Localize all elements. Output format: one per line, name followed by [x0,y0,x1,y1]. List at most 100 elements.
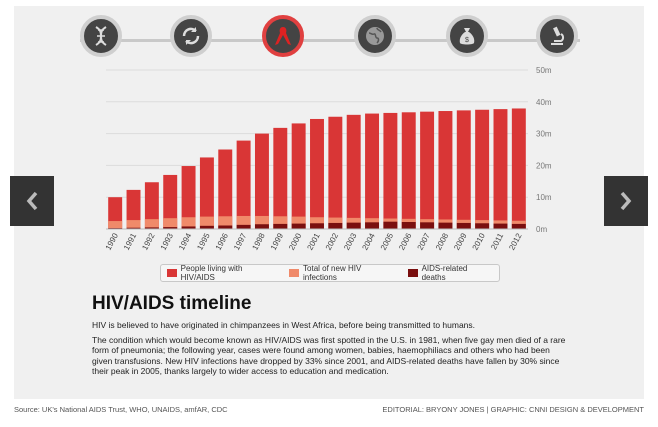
legend-swatch [167,269,177,277]
x-tick-label: 1998 [250,231,267,251]
bar-new-infections [181,217,196,229]
bar-people-living [475,109,490,229]
x-tick-label: 1993 [159,231,176,251]
bar-people-living [365,113,380,229]
legend-item: People living with HIV/AIDS [167,264,275,282]
bar-people-living [199,157,214,229]
bar-people-living [254,133,269,229]
bar-new-infections [163,218,178,229]
dna-icon[interactable] [80,15,122,57]
bar-new-infections [108,221,123,229]
bar-people-living [126,189,141,229]
bar-people-living [328,116,343,229]
bar-deaths [383,221,398,229]
bar-deaths [199,225,214,229]
previous-button[interactable] [10,176,54,226]
y-tick-label: 50m [536,66,552,75]
bar-deaths [328,222,343,229]
ribbon-icon[interactable] [262,15,304,57]
bar-deaths [475,223,490,229]
legend-label: People living with HIV/AIDS [180,264,243,282]
legend-label: AIDS-related deaths [421,264,468,282]
bar-deaths [456,222,471,229]
x-tick-label: 2001 [305,231,322,251]
x-tick-label: 1991 [122,231,139,251]
x-tick-label: 2009 [452,231,469,251]
bar-people-living [218,149,233,229]
x-tick-label: 2000 [287,231,304,251]
bar-people-living [291,123,306,229]
x-tick-label: 2008 [434,231,451,251]
timeline-track [80,39,580,42]
bar-people-living [236,140,251,229]
bar-deaths [181,226,196,229]
y-tick-label: 40m [536,98,552,107]
chevron-right-icon [620,191,632,211]
legend-swatch [289,269,300,277]
bar-people-living [163,174,178,229]
bar-people-living [401,112,416,229]
source-credit: Source: UK's National AIDS Trust, WHO, U… [14,405,228,414]
bar-deaths [291,223,306,229]
bar-deaths [401,222,416,229]
chevron-left-icon [26,191,38,211]
bar-deaths [493,223,508,229]
x-tick-label: 2006 [397,231,414,251]
bar-new-infections [144,219,159,229]
legend-swatch [407,269,418,277]
legend-item: AIDS-related deaths [407,264,491,282]
bar-people-living [181,166,196,229]
bar-people-living [383,112,398,229]
money-bag-icon[interactable]: $ [446,15,488,57]
bar-deaths [438,222,453,229]
bar-deaths [346,222,361,229]
x-tick-label: 1997 [232,231,249,251]
bar-deaths [144,227,159,229]
y-tick-label: 10m [536,193,552,202]
y-tick-label: 30m [536,130,552,139]
x-tick-label: 2007 [416,231,433,251]
article-body: The condition which would become known a… [92,335,566,377]
y-tick-label: 0m [536,225,547,234]
refresh-icon[interactable] [170,15,212,57]
next-button[interactable] [604,176,648,226]
article-intro: HIV is believed to have originated in ch… [92,320,476,330]
x-tick-label: 2002 [324,231,341,251]
bar-people-living [511,108,526,229]
bar-people-living [346,114,361,229]
bar-deaths [420,222,435,229]
editorial-credit: EDITORIAL: BRYONY JONES | GRAPHIC: CNNI … [382,405,644,414]
bar-deaths [310,223,324,229]
x-tick-label: 1995 [195,231,212,251]
svg-text:$: $ [465,37,469,44]
bar-deaths [126,227,141,229]
bar-people-living [456,110,471,229]
microscope-icon[interactable] [536,15,578,57]
bar-deaths [236,224,251,229]
x-tick-label: 1999 [269,231,286,251]
x-tick-label: 2003 [342,231,359,251]
bar-people-living [493,109,508,229]
bar-people-living [420,111,435,229]
x-tick-label: 2005 [379,231,396,251]
bar-people-living [310,118,324,229]
bar-deaths [365,222,380,229]
legend-label: Total of new HIV infections [303,264,362,282]
x-tick-label: 1994 [177,231,194,251]
globe-icon[interactable] [354,15,396,57]
bar-new-infections [310,217,324,229]
x-tick-label: 2011 [489,231,505,251]
x-tick-label: 2012 [507,231,524,251]
x-tick-label: 2004 [361,231,378,251]
x-tick-label: 1990 [104,231,121,251]
bar-new-infections [126,220,141,229]
x-tick-label: 1992 [140,231,157,251]
x-tick-label: 1996 [214,231,231,251]
bar-deaths [163,227,178,229]
article-title: HIV/AIDS timeline [92,293,252,314]
bar-people-living [438,111,453,229]
legend-item: Total of new HIV infections [289,264,394,282]
x-tick-label: 2010 [471,231,488,251]
bar-deaths [511,223,526,229]
